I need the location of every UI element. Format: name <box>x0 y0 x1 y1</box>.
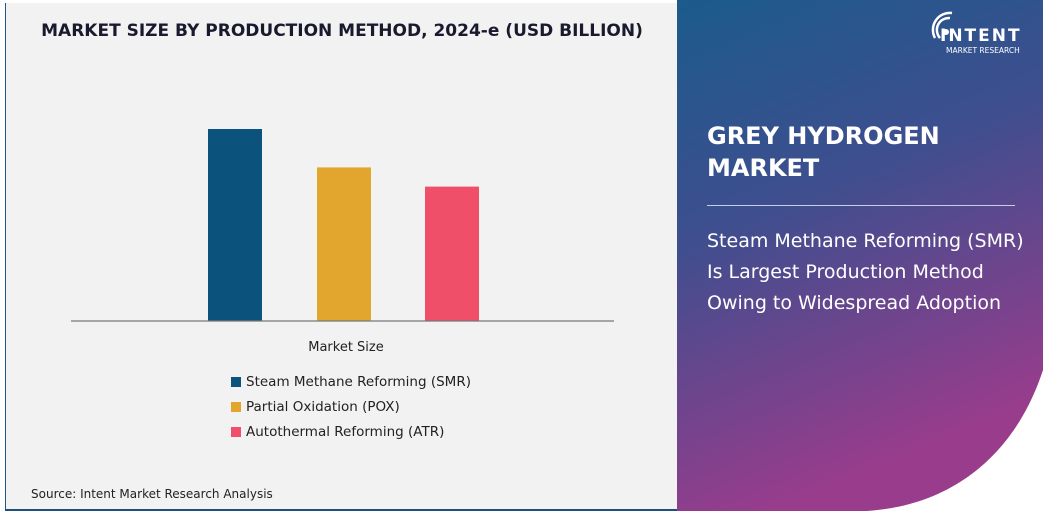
bar-3 <box>425 186 479 321</box>
key-insight: Steam Methane Reforming (SMR) Is Largest… <box>707 230 1024 314</box>
legend-swatch <box>231 377 241 387</box>
legend-item-pox: Partial Oxidation (POX) <box>231 399 400 415</box>
chart-panel: MARKET SIZE BY PRODUCTION METHOD, 2024-e… <box>5 3 678 509</box>
legend-label: Steam Methane Reforming (SMR) <box>246 374 471 390</box>
bar-2 <box>317 167 371 321</box>
bottom-border <box>5 509 865 511</box>
signal-icon <box>931 11 953 39</box>
legend-label: Autothermal Reforming (ATR) <box>246 424 445 440</box>
legend-label: Partial Oxidation (POX) <box>246 399 400 415</box>
legend-swatch <box>231 402 241 412</box>
market-title: GREY HYDROGEN MARKET <box>707 122 940 182</box>
intent-logo: INTENT MARKET RESEARCH <box>928 10 1028 58</box>
legend-swatch <box>231 427 241 437</box>
x-category-label: Market Size <box>308 340 384 355</box>
chart-title: MARKET SIZE BY PRODUCTION METHOD, 2024-e… <box>41 21 643 41</box>
source-note: Source: Intent Market Research Analysis <box>31 487 273 501</box>
info-panel-background <box>677 0 1043 511</box>
bar-1 <box>208 129 262 321</box>
bar-chart <box>71 129 614 322</box>
legend-item-atr: Autothermal Reforming (ATR) <box>231 424 444 440</box>
legend-item-smr: Steam Methane Reforming (SMR) <box>231 374 471 390</box>
divider <box>707 205 1015 206</box>
